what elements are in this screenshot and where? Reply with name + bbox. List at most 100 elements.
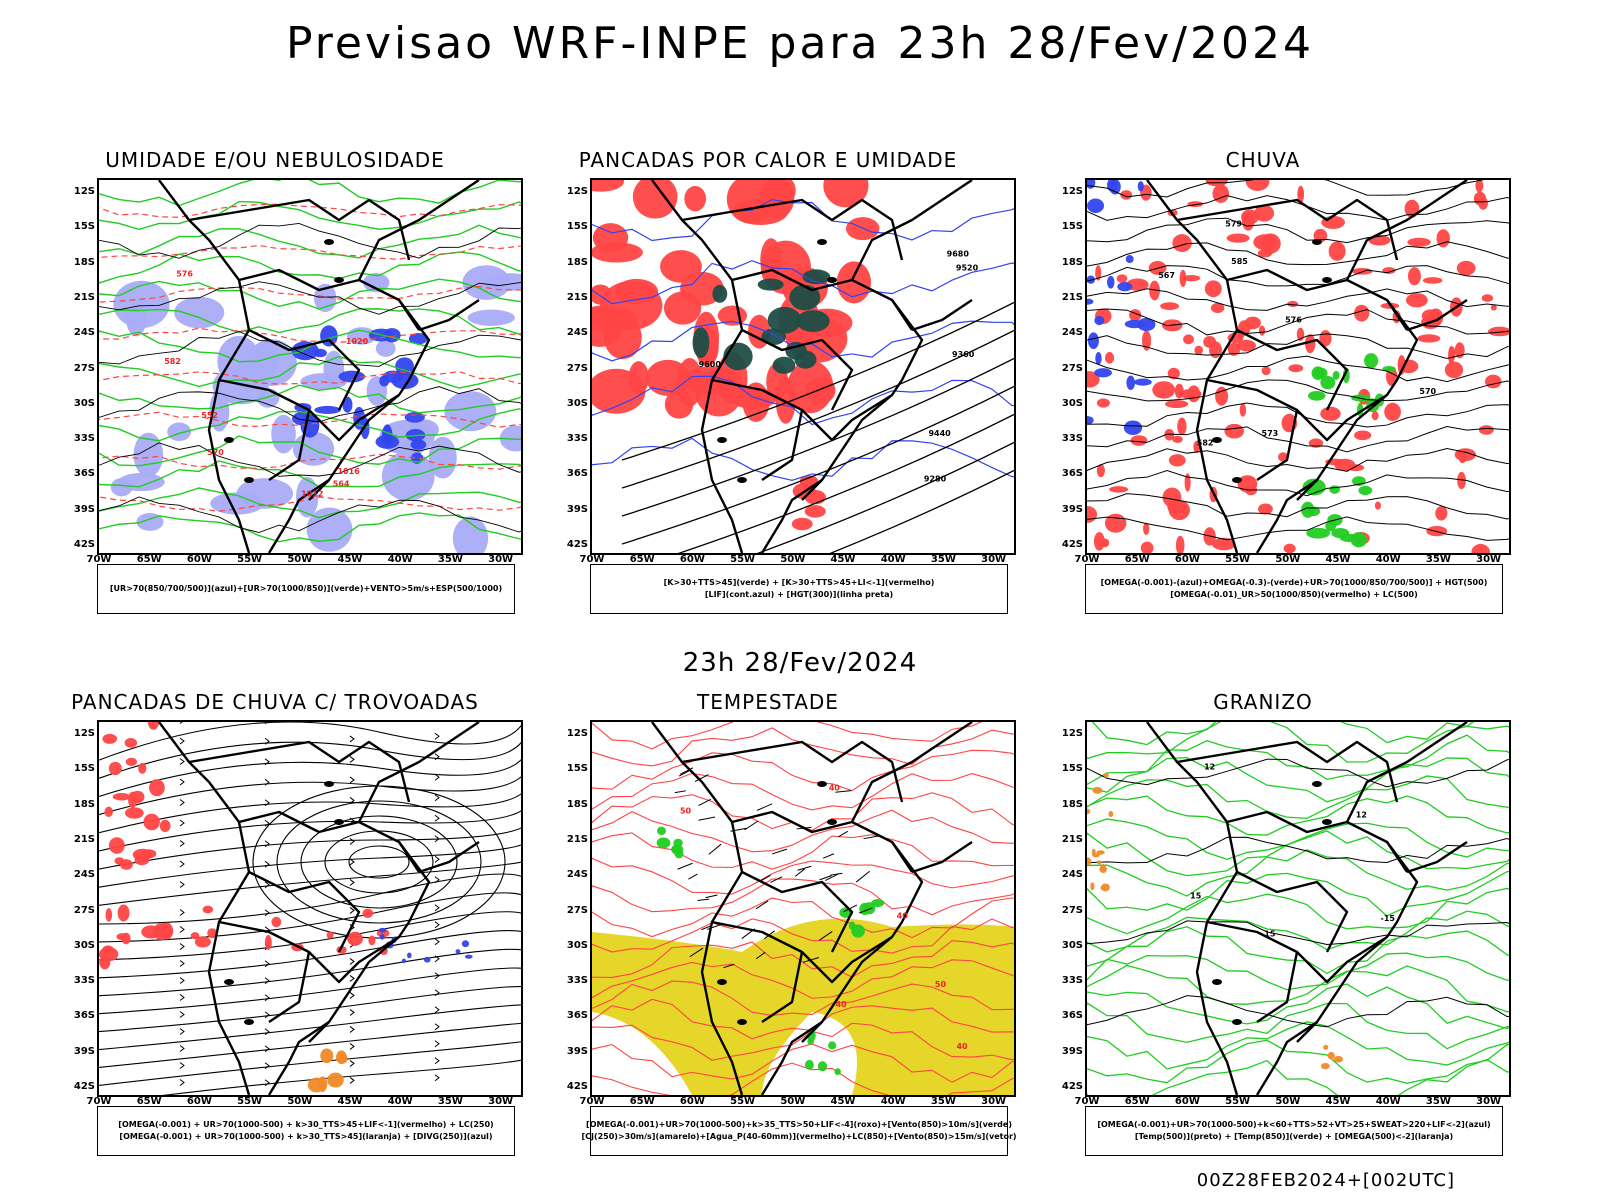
wind-850-area (804, 1059, 814, 1070)
lake-marker (717, 979, 727, 985)
longitude-tick-label: 35W (1425, 554, 1451, 565)
rain-red-area (1152, 381, 1176, 399)
temp-850-contour (1087, 964, 1509, 1013)
isobar-contour (99, 281, 521, 315)
longitude-tick-label: 70W (86, 554, 112, 565)
contour-label: 579 (1225, 220, 1242, 229)
latitude-tick-label: 39S (73, 503, 95, 515)
divergence-blue-area (461, 940, 470, 948)
panel-title: UMIDADE E/OU NEBULOSIDADE (105, 148, 445, 172)
rain-red-area (1242, 212, 1255, 231)
lifted-index-contour (592, 260, 1014, 305)
thunder-red-area (149, 779, 165, 797)
country-border (711, 920, 893, 984)
country-border (1256, 409, 1299, 481)
rain-red-area (1130, 435, 1148, 446)
streamline-arrow (349, 879, 355, 886)
rain-blue-area (1087, 198, 1105, 213)
streamline-arrow (349, 1077, 355, 1084)
streamline-arrow (179, 778, 185, 786)
streamline-arrow (179, 799, 185, 806)
contour-label: 15 (1264, 929, 1276, 938)
rain-red-area (1143, 522, 1150, 535)
latitude-tick-label: 12S (566, 186, 588, 197)
legend-line: [OMEGA(-0.001)+UR>70(1000-500)+k>35_TTS>… (586, 1120, 1012, 1129)
instability-green-area (692, 327, 710, 359)
humidity-core-area (408, 332, 428, 345)
longitude-tick-label: 70W (86, 1096, 112, 1107)
contour-label: 1012 (301, 490, 323, 499)
latitude-tick-label: 36S (1061, 468, 1083, 480)
contour-label: 15 (1190, 892, 1202, 901)
rain-red-area (1212, 537, 1236, 551)
country-border (731, 810, 913, 873)
contour-label: 564 (333, 480, 350, 489)
longitude-tick-label: 40W (1375, 1096, 1401, 1107)
humidity-upper-area (452, 516, 489, 553)
rain-red-area (1093, 532, 1105, 551)
wind-vector (744, 820, 759, 831)
contour-label: 576 (1285, 315, 1302, 324)
thunder-red-area (141, 925, 162, 939)
country-border (1206, 920, 1388, 984)
latitude-tick-label: 12S (73, 728, 95, 739)
rain-red-area (1471, 543, 1491, 553)
precipitable-water-contour (592, 749, 1014, 792)
latitude-tick-label: 27S (566, 362, 588, 374)
omega-orange-area (1092, 786, 1103, 794)
longitude-tick-label: 40W (880, 554, 906, 565)
streamline-arrow (179, 881, 185, 888)
panel-title: PANCADAS POR CALOR E UMIDADE (578, 148, 958, 172)
latitude-tick-label: 42S (73, 539, 95, 550)
humidity-upper-area (167, 422, 192, 442)
country-border (418, 299, 480, 332)
thickness-contour (99, 453, 521, 470)
latitude-tick-label: 24S (1061, 869, 1083, 881)
longitude-tick-label: 55W (237, 1096, 263, 1107)
country-border (268, 951, 311, 1023)
humidity-low-contour (99, 329, 521, 363)
streamline-arrow (434, 753, 440, 761)
humidity-low-contour (99, 278, 521, 310)
longitude-tick-label: 30W (488, 554, 514, 565)
country-border (1296, 841, 1419, 1043)
wind-850-area (656, 826, 666, 836)
country-border (267, 1021, 330, 1095)
legend-line: [OMEGA(-0.001) + UR>70(1000-500) + k>30_… (119, 1132, 493, 1141)
longitude-tick-label: 60W (186, 554, 212, 565)
instability-red-area (760, 180, 795, 219)
temp-850-contour (1087, 1039, 1509, 1084)
country-border (801, 299, 924, 501)
longitude-tick-label: 40W (387, 1096, 413, 1107)
longitude-tick-label: 35W (1425, 1096, 1451, 1107)
map-panel: PANCADAS POR CALOR E UMIDADE 9680 9600 9520… (548, 148, 1048, 628)
rain-red-area (1096, 398, 1110, 408)
rain-red-area (1374, 501, 1381, 510)
contour-label: 582 (1197, 438, 1214, 447)
thunder-red-area (134, 855, 150, 866)
wind-vector (835, 790, 852, 793)
anticyclone-contour (276, 800, 482, 924)
contour-label: 9280 (924, 475, 947, 484)
rain-green-area (1329, 485, 1341, 494)
streamline-arrow (264, 799, 270, 807)
wind-850-area (851, 924, 865, 938)
rain-red-area (1261, 366, 1271, 376)
instability-red-area (695, 368, 743, 417)
country-border (850, 180, 973, 281)
streamline-arrow (179, 1028, 185, 1035)
legend-line: [LIF](cont.azul) + [HGT(300)](linha pret… (704, 590, 894, 599)
rain-red-area (1172, 234, 1192, 252)
humidity-core-area (410, 439, 427, 450)
rain-red-area (1405, 293, 1428, 308)
streamline-250 (162, 1059, 521, 1095)
contour-label: 1016 (337, 467, 360, 476)
longitude-tick-label: 55W (1225, 554, 1251, 565)
streamline-arrow (264, 860, 270, 868)
streamline-arrow (179, 722, 183, 724)
map-canvas: 1012 1016 1020 576 582 570 564 552 (99, 180, 521, 553)
streamline-250 (99, 873, 521, 925)
streamline-arrow (264, 909, 270, 917)
instability-red-area (632, 180, 678, 219)
country-border (1206, 378, 1388, 442)
